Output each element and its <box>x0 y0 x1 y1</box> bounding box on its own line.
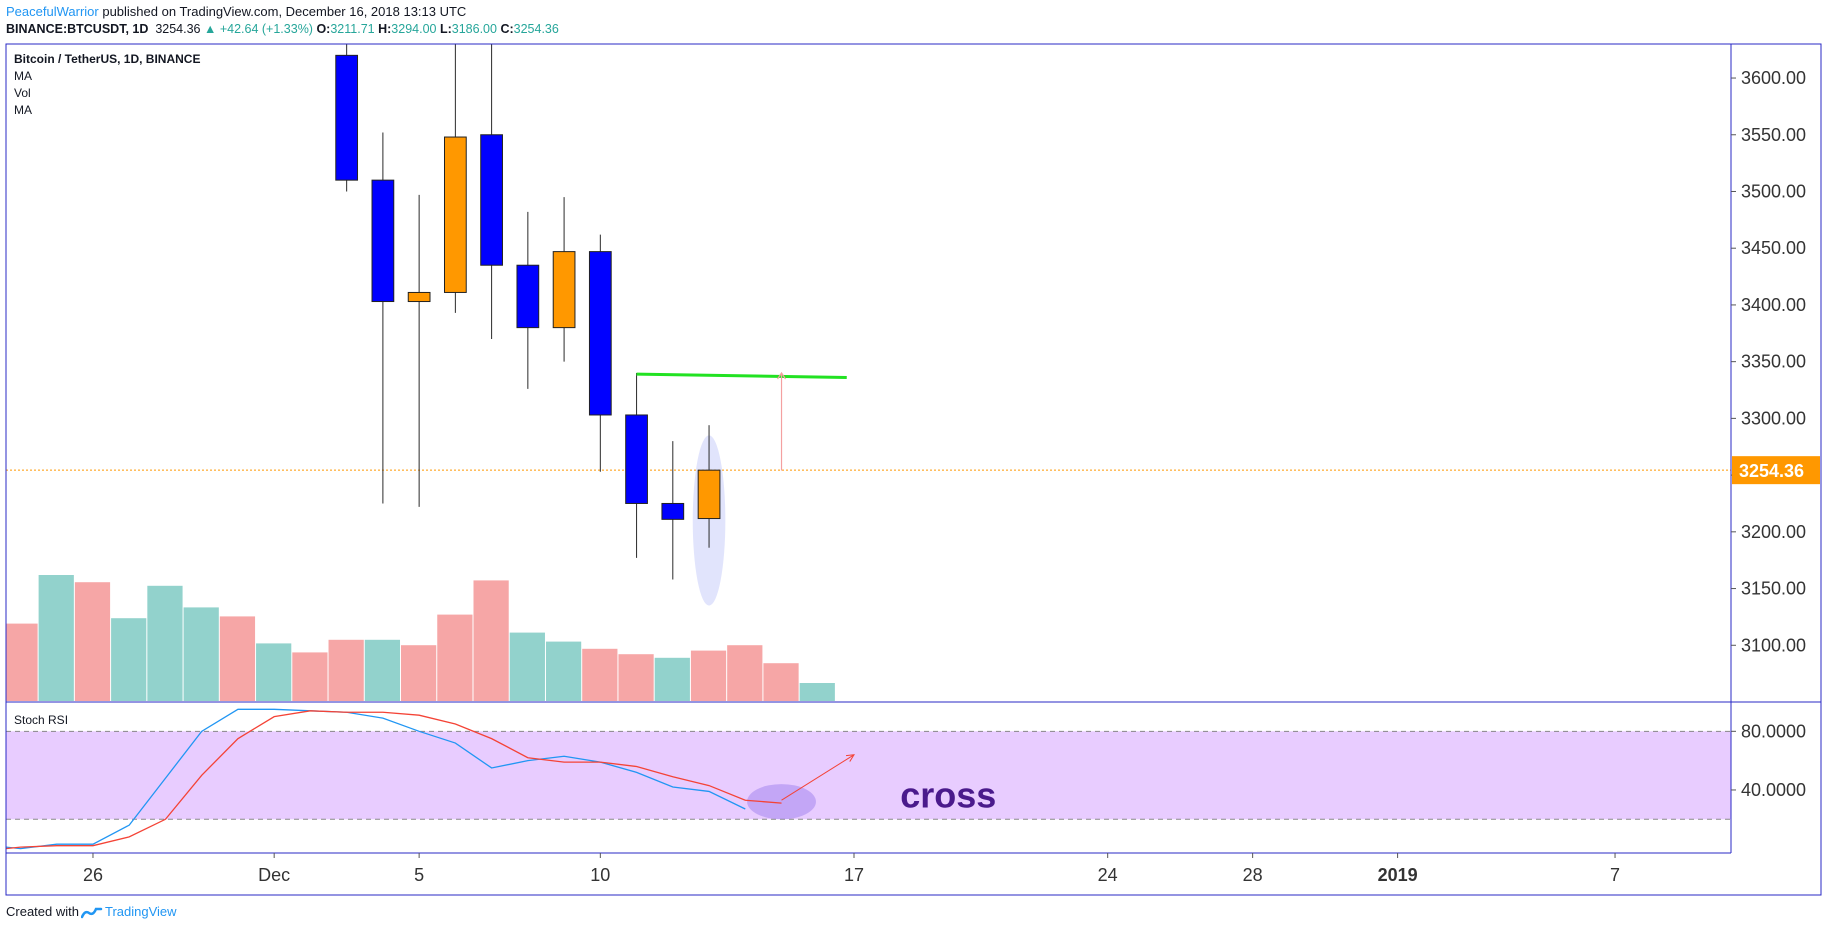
volume-bar <box>219 616 256 701</box>
time-tick-label: 28 <box>1243 865 1263 885</box>
current-price-box <box>1732 456 1820 485</box>
price-tick-label: 3200.00 <box>1741 522 1806 542</box>
volume-bar <box>147 585 183 701</box>
volume-bar <box>799 683 835 701</box>
close-value: 3254.36 <box>513 22 559 36</box>
time-tick-label: 10 <box>590 865 610 885</box>
legend-ma-1[interactable]: MA <box>14 69 32 83</box>
volume-bar <box>654 657 690 701</box>
high-label: H: <box>378 22 392 36</box>
volume-bar <box>582 648 618 701</box>
candle-body[interactable] <box>371 179 395 303</box>
candle-body[interactable] <box>625 414 648 504</box>
cross-highlight-ellipse <box>747 784 816 820</box>
candle-body[interactable] <box>516 264 540 329</box>
volume-bar <box>401 645 437 701</box>
time-tick-label: 2019 <box>1378 865 1418 885</box>
volume-bar <box>509 632 545 701</box>
legend-ma-2[interactable]: MA <box>14 103 32 117</box>
tradingview-link[interactable]: TradingView <box>104 904 177 919</box>
volume-bar <box>183 607 219 701</box>
tradingview-logo-icon <box>80 907 103 918</box>
stoch-line-k <box>6 708 746 850</box>
stoch-band <box>6 731 1731 820</box>
candle-body[interactable] <box>335 54 359 181</box>
symbol-summary: BINANCE:BTCUSDT, 1D 3254.36 ▲ +42.64 (+1… <box>6 22 559 36</box>
author-link[interactable]: PeacefulWarrior <box>6 4 99 19</box>
chart-frame <box>5 43 1822 896</box>
resistance-line[interactable] <box>636 372 847 380</box>
created-with-text: Created with <box>6 904 79 919</box>
close-label: C: <box>500 22 514 36</box>
last-price: 3254.36 <box>155 22 201 36</box>
volume-bar <box>6 623 38 701</box>
time-tick-label: 17 <box>844 865 864 885</box>
time-tick-label: 26 <box>83 865 103 885</box>
volume-bar <box>727 645 763 701</box>
volume-bar <box>364 639 401 701</box>
candle-body[interactable] <box>661 502 685 520</box>
high-value: 3294.00 <box>391 22 437 36</box>
volume-bar <box>473 580 509 701</box>
price-tick-label: 3600.00 <box>1741 68 1806 88</box>
time-tick-label: 5 <box>414 865 424 885</box>
price-tick-label: 3300.00 <box>1741 408 1806 428</box>
volume-bar <box>763 663 799 701</box>
open-value: 3211.71 <box>330 22 375 36</box>
price-tick-label: 3450.00 <box>1741 238 1806 258</box>
volume-bar <box>38 575 74 701</box>
open-label: O: <box>316 22 331 36</box>
cross-arrow-head <box>845 754 855 762</box>
main-pane[interactable] <box>2 21 1731 701</box>
low-label: L: <box>439 22 452 36</box>
candle-body[interactable] <box>697 469 721 520</box>
volume-bar <box>545 641 582 701</box>
symbol-text: BINANCE:BTCUSDT, 1D <box>6 22 149 36</box>
footer-credit: Created with TradingView <box>6 904 177 920</box>
stoch-tick-label: 80.0000 <box>1741 721 1806 741</box>
publish-info: PeacefulWarrior published on TradingView… <box>6 4 466 19</box>
candle-body[interactable] <box>552 251 576 329</box>
time-tick-label: 24 <box>1098 865 1118 885</box>
chart-legend-title: Bitcoin / TetherUS, 1D, BINANCE <box>14 52 201 66</box>
target-arrow-head <box>777 371 787 380</box>
candle-body[interactable] <box>588 251 612 416</box>
stoch-rsi-label[interactable]: Stoch RSI <box>14 713 69 727</box>
low-value: 3186.00 <box>451 22 497 36</box>
candle-body[interactable] <box>480 134 503 266</box>
volume-bar <box>74 582 111 701</box>
legend-vol[interactable]: Vol <box>14 86 31 100</box>
candle-body[interactable] <box>443 136 467 293</box>
time-tick-label: Dec <box>258 865 290 885</box>
volume-bar <box>292 652 328 701</box>
cross-annotation: cross <box>900 775 996 816</box>
volume-bar <box>256 643 292 701</box>
published-text: published on TradingView.com, December 1… <box>102 4 467 19</box>
price-tick-label: 3350.00 <box>1741 352 1806 372</box>
volume-bar <box>111 618 147 701</box>
stoch-pane[interactable] <box>6 708 1731 850</box>
volume-bar <box>690 650 727 701</box>
price-tick-label: 3100.00 <box>1741 635 1806 655</box>
volume-bar <box>618 654 654 701</box>
time-tick-label: 7 <box>1610 865 1620 885</box>
volume-bar <box>437 614 473 701</box>
volume-bar <box>328 639 364 701</box>
candle-body[interactable] <box>407 291 431 303</box>
price-tick-label: 3500.00 <box>1741 181 1806 201</box>
stoch-line-d <box>6 710 782 850</box>
price-tick-label: 3550.00 <box>1741 125 1806 145</box>
price-tick-label: 3150.00 <box>1741 579 1806 599</box>
cross-arrow-line <box>781 754 855 801</box>
current-price-label: 3254.36 <box>1739 461 1804 481</box>
price-tick-label: 3400.00 <box>1741 295 1806 315</box>
price-change: ▲ +42.64 (+1.33%) <box>204 22 313 36</box>
stoch-tick-label: 40.0000 <box>1741 780 1806 800</box>
